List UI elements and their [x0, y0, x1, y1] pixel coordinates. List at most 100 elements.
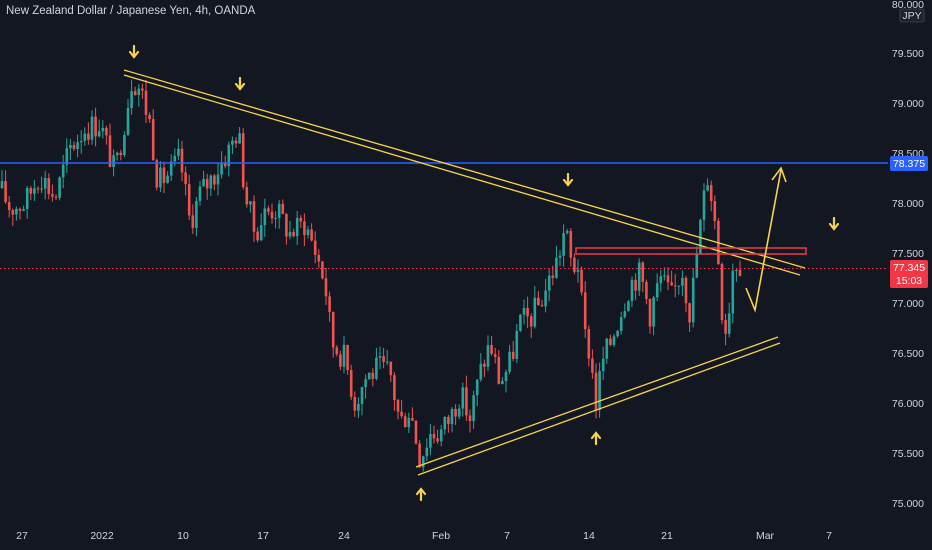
candle-body — [76, 142, 79, 150]
lower-trendline-1[interactable] — [415, 336, 779, 468]
candle-body — [591, 358, 594, 373]
candle-body — [4, 181, 7, 203]
candle-body — [562, 233, 565, 256]
projection-path[interactable] — [745, 169, 782, 313]
candle-body — [274, 217, 277, 219]
candle-body — [641, 262, 645, 282]
candle-body — [328, 296, 331, 312]
candle-body — [198, 186, 202, 201]
candle-body — [429, 433, 432, 448]
time-axis[interactable]: 27 2022 10 17 24 Feb 7 14 21 Mar 7 — [16, 530, 832, 542]
candle-body — [148, 114, 151, 120]
candle-body — [360, 387, 364, 404]
candle-body — [634, 279, 637, 291]
candle-body — [33, 188, 36, 194]
candle-body — [184, 172, 187, 185]
candle-body — [94, 116, 97, 137]
candle-body — [137, 88, 141, 95]
candle-body — [25, 188, 29, 210]
candle-body — [123, 134, 126, 156]
arrow-down-icon — [128, 44, 140, 59]
candle-body — [627, 301, 630, 312]
candle-body — [522, 308, 526, 315]
price-axis-top-label: 80.000 — [892, 0, 924, 11]
candle-body — [299, 217, 303, 222]
candle-body — [115, 152, 119, 156]
time-tick-label: 27 — [16, 530, 28, 542]
candle-body — [22, 209, 25, 211]
candle-body — [155, 160, 159, 188]
candle-body — [54, 196, 58, 198]
candle-body — [367, 372, 371, 380]
candle-body — [475, 379, 479, 396]
candle-body — [659, 276, 663, 284]
candle-body — [472, 395, 475, 421]
candle-body — [324, 278, 328, 297]
candle-body — [187, 184, 191, 216]
candle-body — [666, 275, 670, 283]
candle-body — [414, 420, 418, 444]
arrow-down-icon — [234, 76, 246, 91]
candle-body — [706, 185, 709, 191]
candle-body — [339, 354, 342, 367]
candle-body — [727, 313, 731, 334]
candle-body — [454, 408, 457, 417]
candle-body — [288, 231, 292, 237]
candle-body — [29, 188, 33, 194]
candle-series — [0, 79, 742, 472]
candle-body — [364, 379, 367, 388]
candle-body — [36, 188, 40, 190]
candle-body — [468, 415, 472, 421]
candle-body — [231, 140, 234, 145]
price-axis[interactable]: 75.000 75.500 76.000 76.500 77.000 77.500 78.0… — [892, 48, 924, 510]
candle-body — [630, 279, 634, 302]
candle-body — [490, 345, 493, 355]
candle-body — [443, 416, 447, 430]
time-tick-label: 7 — [826, 530, 832, 542]
upper-trendline-1[interactable] — [123, 69, 806, 269]
candle-body — [393, 375, 396, 401]
currency-badge: JPY — [899, 8, 925, 23]
resistance-box[interactable] — [575, 247, 807, 255]
candle-body — [209, 175, 213, 189]
candle-body — [515, 330, 519, 359]
time-tick-label: 7 — [504, 530, 510, 542]
candle-body — [583, 292, 587, 330]
candle-body — [90, 116, 94, 140]
candle-body — [681, 277, 684, 286]
candle-body — [335, 347, 339, 355]
candle-body — [601, 358, 605, 372]
candle-body — [256, 231, 259, 241]
candle-body — [166, 175, 169, 183]
candle-body — [555, 257, 558, 278]
candle-body — [418, 443, 421, 468]
candle-body — [699, 219, 702, 254]
svg-text:JPY: JPY — [902, 10, 921, 22]
candle-body — [108, 135, 112, 168]
candle-body — [331, 311, 335, 348]
candle-body — [270, 211, 274, 219]
candle-body — [249, 201, 252, 205]
last-price-badge: 77.345 15:03 — [890, 260, 928, 288]
candle-body — [609, 338, 612, 345]
candle-body — [735, 269, 738, 271]
candle-body — [684, 277, 688, 304]
lower-trendline-2[interactable] — [417, 342, 781, 476]
candle-body — [173, 155, 177, 162]
candle-body — [220, 162, 223, 175]
candle-body — [511, 351, 515, 359]
candle-body — [126, 107, 130, 135]
candle-body — [663, 275, 666, 277]
candle-body — [65, 148, 69, 165]
candle-body — [112, 155, 115, 168]
candle-body — [101, 127, 105, 132]
candle-body — [612, 336, 616, 345]
candle-body — [709, 185, 713, 202]
candle-body — [61, 164, 65, 178]
candle-body — [292, 231, 295, 237]
candle-body — [720, 264, 724, 321]
upper-trendline-2[interactable] — [123, 74, 801, 276]
candle-body — [447, 416, 450, 425]
candle-body — [486, 345, 490, 367]
